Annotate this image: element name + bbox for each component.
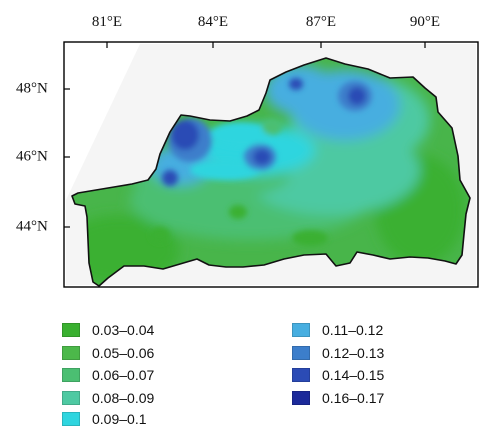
legend-item: 0.09–0.1 [62, 411, 147, 427]
legend-label: 0.09–0.1 [92, 411, 147, 427]
legend-label: 0.05–0.06 [92, 345, 155, 361]
region-outline [71, 57, 471, 287]
legend-item: 0.14–0.15 [292, 367, 384, 383]
axis-ticks [64, 42, 426, 228]
legend-label: 0.06–0.07 [92, 367, 155, 383]
y-tick-label: 48°N [16, 80, 48, 97]
legend-swatch [62, 323, 80, 337]
legend-swatch [62, 391, 80, 405]
legend-swatch [292, 368, 310, 382]
legend-label: 0.03–0.04 [92, 322, 155, 338]
legend-item: 0.16–0.17 [292, 390, 384, 406]
legend-swatch [62, 368, 80, 382]
legend-item: 0.05–0.06 [62, 345, 154, 361]
legend-label: 0.11–0.12 [322, 322, 384, 338]
legend-item: 0.06–0.07 [62, 367, 154, 383]
legend-item: 0.03–0.04 [62, 322, 154, 338]
legend-swatch [292, 346, 310, 360]
legend-swatch [62, 346, 80, 360]
y-tick-label: 46°N [16, 148, 48, 165]
legend-label: 0.12–0.13 [322, 345, 385, 361]
y-tick-label: 44°N [16, 218, 48, 235]
legend-swatch [292, 391, 310, 405]
x-tick-label: 84°E [197, 14, 229, 30]
x-tick-label: 87°E [305, 14, 337, 30]
legend-item: 0.08–0.09 [62, 390, 154, 406]
legend-label: 0.14–0.15 [322, 367, 385, 383]
legend-item: 0.11–0.12 [292, 322, 383, 338]
legend-label: 0.08–0.09 [92, 390, 155, 406]
legend-swatch [292, 323, 310, 337]
x-tick-label: 90°E [409, 14, 441, 30]
x-tick-label: 81°E [91, 14, 123, 30]
legend-item: 0.12–0.13 [292, 345, 384, 361]
legend-swatch [62, 412, 80, 426]
legend-label: 0.16–0.17 [322, 390, 385, 406]
